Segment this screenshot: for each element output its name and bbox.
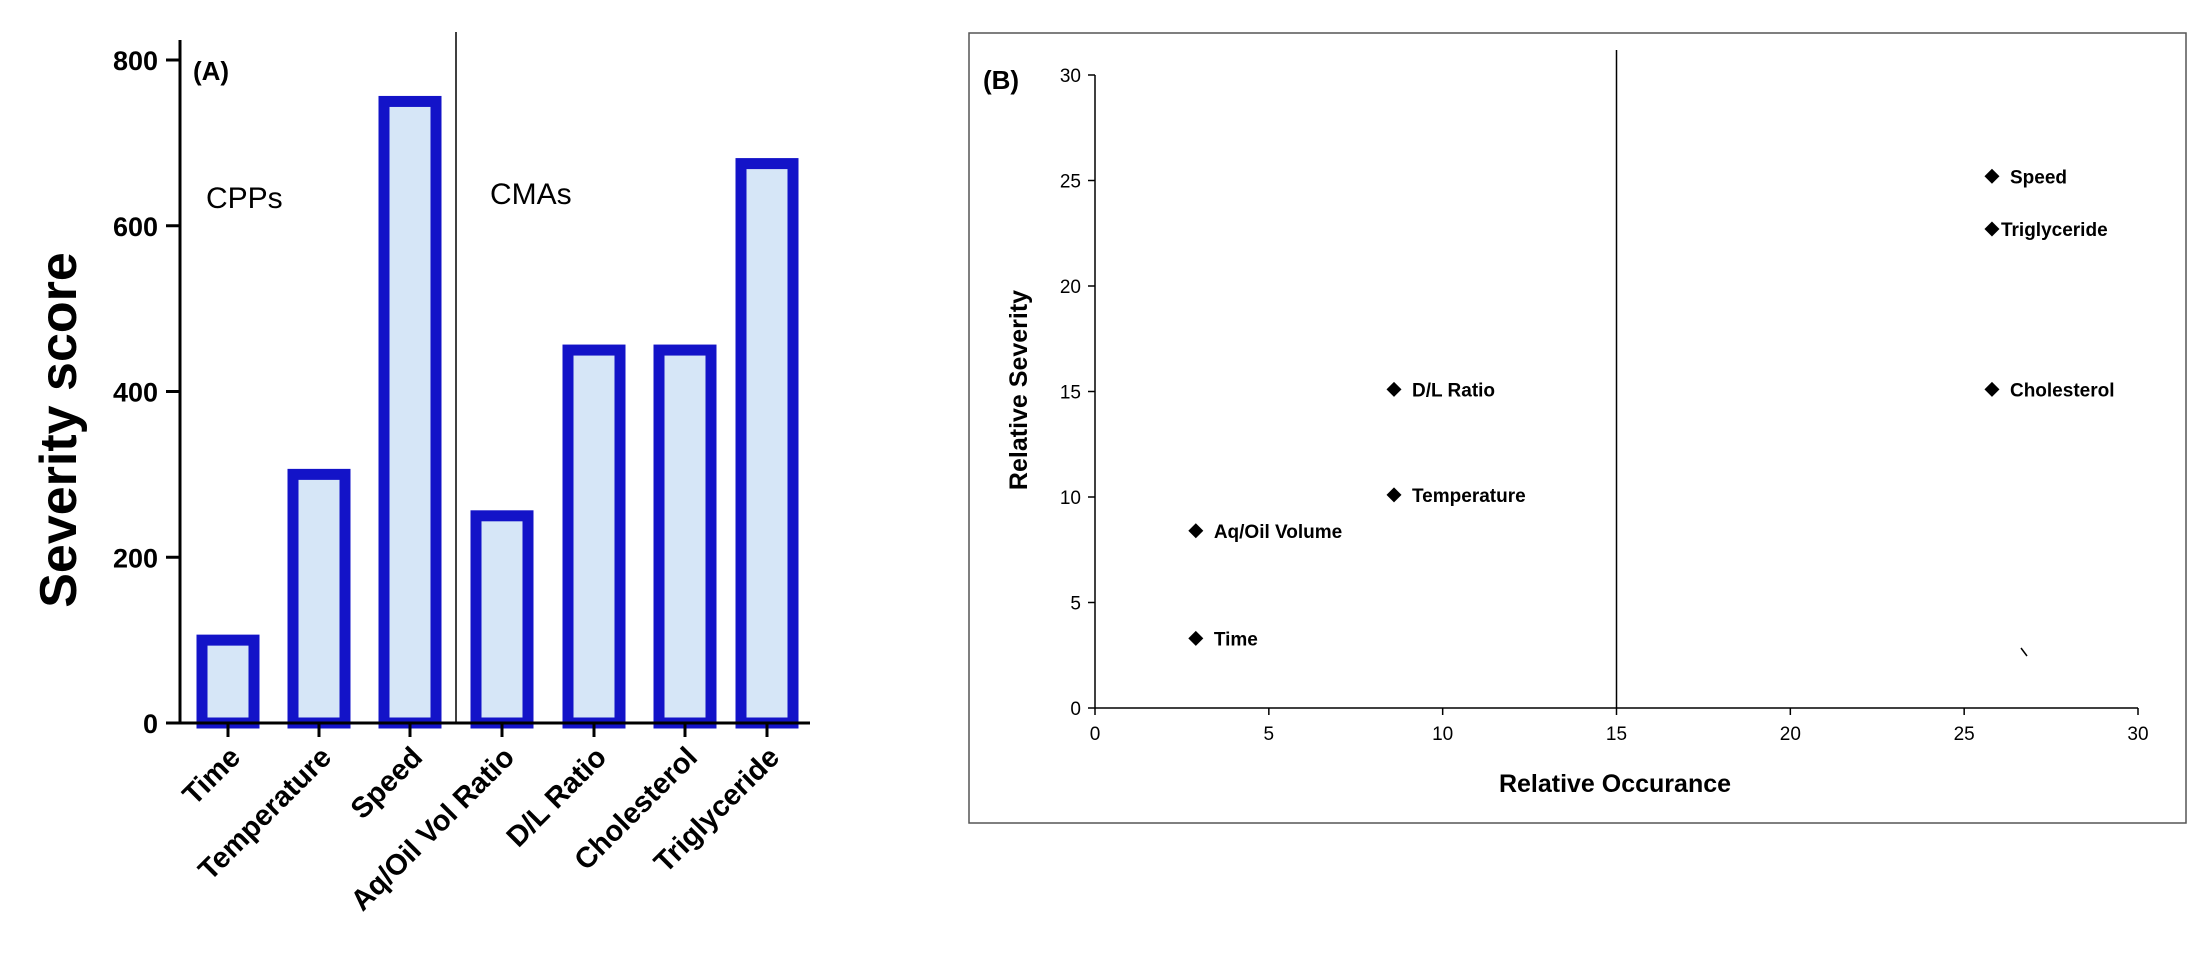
point-label-temperature: Temperature xyxy=(1412,486,1526,507)
panel-b-frame xyxy=(968,32,2187,824)
panel-a-y-tick-label: 400 xyxy=(113,378,158,408)
panel-b-x-tick-label: 10 xyxy=(1432,724,1453,745)
panel-a-y-tick-label: 0 xyxy=(143,709,158,739)
panel-b-x-tick-label: 0 xyxy=(1090,724,1101,745)
panel-b-x-tick-label: 15 xyxy=(1606,724,1627,745)
panel-a-y-tick-label: 200 xyxy=(113,543,158,573)
point-marker-aq-oil-volume xyxy=(1188,523,1204,539)
panel-b-y-tick-label: 5 xyxy=(1070,594,1081,615)
panel-b-y-tick-label: 10 xyxy=(1060,488,1081,509)
category-label-aq-oil-vol-ratio: Aq/Oil Vol Ratio xyxy=(345,741,521,917)
panel-a-bar-chart: (A) Severity score CPPs CMAs 0 200 400 600 8… xyxy=(30,32,810,917)
panel-b-x-tick-label: 25 xyxy=(1954,724,1975,745)
point-marker-temperature xyxy=(1386,487,1402,503)
panel-b-y-tick-label: 30 xyxy=(1060,66,1081,87)
point-label-triglyceride: Triglyceride xyxy=(2001,220,2108,241)
point-label-aq-oil-volume: Aq/Oil Volume xyxy=(1214,522,1342,543)
point-label-d-l-ratio: D/L Ratio xyxy=(1412,380,1495,401)
bar-time xyxy=(196,634,260,729)
point-label-time: Time xyxy=(1214,629,1258,650)
category-label-speed: Speed xyxy=(345,741,429,825)
panel-b-x-tick-label: 5 xyxy=(1264,724,1275,745)
panel-b-x-tick-label: 20 xyxy=(1780,724,1801,745)
panel-b-y-tick-label: 15 xyxy=(1060,383,1081,404)
bar-cholesterol xyxy=(653,344,717,729)
bar-aq-oil-vol-ratio xyxy=(470,510,534,729)
stray-mark xyxy=(2020,647,2028,657)
panel-b-y-tick-label: 0 xyxy=(1070,699,1081,720)
panel-b-x-tick-label: 30 xyxy=(2127,724,2148,745)
point-marker-triglyceride xyxy=(1984,221,2000,237)
point-label-cholesterol: Cholesterol xyxy=(2010,380,2115,401)
panel-b-scatter-chart: (B) Relative Severity Relative Occurance… xyxy=(968,32,2187,824)
panel-b-y-tick-label: 20 xyxy=(1060,277,1081,298)
bar-temperature xyxy=(287,468,351,729)
panel-b-y-tick-label: 25 xyxy=(1060,172,1081,193)
panel-a-y-tick-label: 800 xyxy=(113,46,158,76)
bar-d-l-ratio xyxy=(562,344,626,729)
point-label-speed: Speed xyxy=(2010,167,2067,188)
point-marker-time xyxy=(1188,630,1204,646)
point-marker-speed xyxy=(1984,168,2000,184)
panel-a-y-axis-label: Severity score xyxy=(30,252,88,608)
group-label-cpps: CPPs xyxy=(206,182,283,215)
panel-b-x-axis-label: Relative Occurance xyxy=(1499,770,1731,798)
bar-triglyceride xyxy=(735,158,799,729)
group-label-cmas: CMAs xyxy=(490,178,572,211)
category-label-time: Time xyxy=(177,741,247,811)
panel-a-label: (A) xyxy=(193,56,229,86)
point-marker-cholesterol xyxy=(1984,381,2000,397)
panel-a-y-tick-label: 600 xyxy=(113,212,158,242)
panel-b-label: (B) xyxy=(983,65,1019,95)
point-marker-d-l-ratio xyxy=(1386,381,1402,397)
bar-speed xyxy=(378,95,442,729)
panel-b-y-axis-label: Relative Severity xyxy=(1005,290,1033,490)
